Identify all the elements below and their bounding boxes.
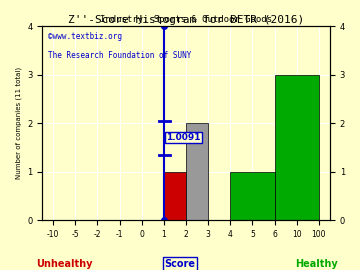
Text: The Research Foundation of SUNY: The Research Foundation of SUNY — [48, 51, 191, 60]
Text: Healthy: Healthy — [296, 259, 338, 269]
Bar — [230, 171, 275, 220]
Bar — [186, 123, 208, 220]
Text: Industry: Sports & Outdoor Goods: Industry: Sports & Outdoor Goods — [100, 15, 272, 24]
Title: Z''-Score Histogram for BETR (2016): Z''-Score Histogram for BETR (2016) — [68, 15, 304, 25]
Text: ©www.textbiz.org: ©www.textbiz.org — [48, 32, 122, 41]
Y-axis label: Number of companies (11 total): Number of companies (11 total) — [15, 67, 22, 179]
Text: Score: Score — [165, 259, 195, 269]
Bar — [275, 75, 319, 220]
Text: 1.0091: 1.0091 — [166, 133, 201, 142]
Text: Unhealthy: Unhealthy — [37, 259, 93, 269]
Bar — [164, 171, 186, 220]
